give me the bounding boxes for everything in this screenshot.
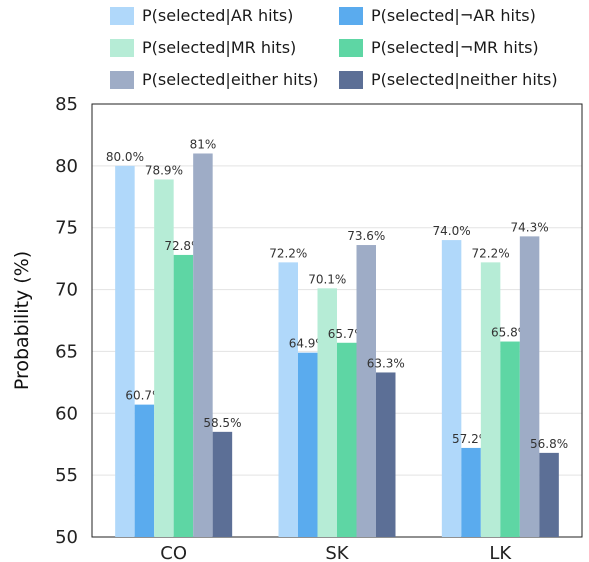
data-label: 81% — [190, 137, 217, 151]
data-label: 57.2% — [452, 432, 490, 446]
bar — [278, 262, 298, 537]
legend-label: P(selected|either hits) — [142, 70, 319, 89]
legend-label: P(selected|neither hits) — [371, 70, 558, 89]
bar — [480, 262, 501, 537]
y-tick-label: 85 — [55, 94, 78, 115]
x-tick-label: CO — [160, 543, 187, 562]
bar — [500, 341, 520, 537]
data-label: 64.9% — [289, 337, 327, 351]
legend-label: P(selected|¬MR hits) — [371, 38, 539, 57]
bar — [115, 165, 135, 537]
bar — [356, 245, 376, 537]
bar — [441, 240, 462, 538]
data-label: 74.0% — [433, 224, 471, 238]
data-label: 72.8% — [164, 239, 202, 253]
bar — [134, 404, 155, 537]
data-label: 63.3% — [367, 356, 405, 370]
legend-label: P(selected|AR hits) — [142, 6, 294, 25]
data-label: 80.0% — [106, 150, 144, 164]
bar — [519, 236, 540, 538]
data-label: 65.7% — [328, 327, 366, 341]
bar — [317, 288, 337, 537]
legend-item: P(selected|either hits) — [110, 70, 318, 89]
data-label: 72.2% — [472, 246, 510, 260]
y-tick-label: 60 — [55, 403, 78, 424]
legend-swatch — [110, 6, 134, 25]
y-tick-label: 50 — [55, 527, 78, 548]
legend-item: P(selected|¬AR hits) — [339, 6, 536, 25]
bar — [212, 431, 233, 537]
data-label: 58.5% — [203, 416, 241, 430]
bar — [376, 372, 396, 537]
legend-swatch — [110, 70, 134, 89]
y-tick-label: 65 — [55, 341, 78, 362]
legend-swatch — [339, 38, 363, 57]
legend-item: P(selected|AR hits) — [110, 6, 293, 25]
data-label: 60.7% — [125, 389, 163, 403]
data-label: 72.2% — [269, 246, 307, 260]
y-tick-label: 80 — [55, 156, 78, 177]
bar — [193, 153, 213, 537]
data-label: 78.9% — [145, 163, 183, 177]
data-label: 73.6% — [347, 229, 385, 243]
data-label: 74.3% — [511, 220, 549, 234]
bar — [298, 352, 318, 537]
bar — [337, 342, 357, 537]
bar — [173, 254, 194, 537]
legend: P(selected|AR hits) P(selected|¬AR hits) P… — [110, 6, 585, 102]
y-axis-label: Probability (%) — [11, 251, 33, 390]
legend-swatch — [339, 6, 363, 25]
data-label: 56.8% — [530, 437, 568, 451]
y-tick-label: 70 — [55, 280, 78, 301]
y-tick-label: 55 — [55, 465, 78, 486]
legend-item: P(selected|MR hits) — [110, 38, 296, 57]
legend-swatch — [339, 70, 363, 89]
y-tick-label: 75 — [55, 218, 78, 239]
data-label: 65.8% — [491, 326, 529, 340]
bar — [154, 179, 174, 538]
legend-item: P(selected|¬MR hits) — [339, 38, 539, 57]
legend-label: P(selected|MR hits) — [142, 38, 297, 57]
legend-label: P(selected|¬AR hits) — [371, 6, 536, 25]
x-tick-label: SK — [325, 543, 349, 562]
bar — [539, 452, 559, 537]
legend-swatch — [110, 38, 134, 57]
legend-item: P(selected|neither hits) — [339, 70, 558, 89]
bar — [461, 447, 481, 537]
data-label: 70.1% — [308, 272, 346, 286]
x-tick-label: LK — [489, 543, 512, 562]
